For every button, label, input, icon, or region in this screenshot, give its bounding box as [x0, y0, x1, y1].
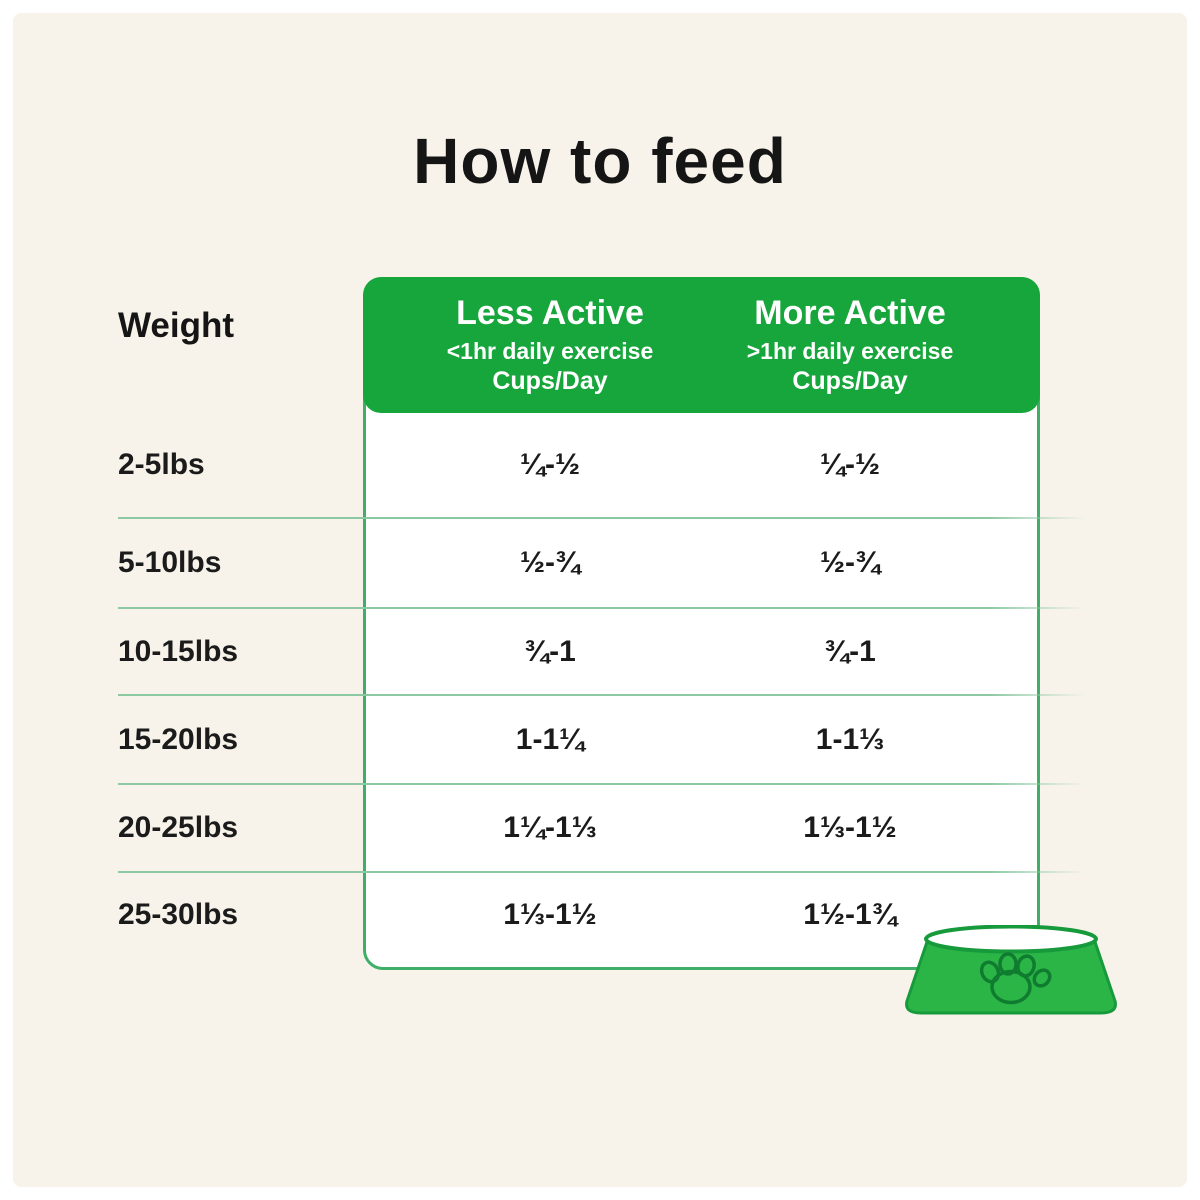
weight-cell: 5-10lbs — [118, 546, 222, 579]
paw-print-icon — [979, 952, 1052, 1005]
less-active-cell: ¾-1 — [524, 634, 576, 668]
weight-cell: 10-15lbs — [118, 634, 239, 668]
less-active-cell: 1⅓-1½ — [503, 898, 597, 931]
table-header-band: Less Active <1hr daily exercise Cups/Day… — [363, 277, 1040, 413]
column-header-more-active: More Active >1hr daily exercise Cups/Day — [700, 277, 1000, 413]
row-divider-line — [118, 517, 1085, 519]
weight-cell: 25-30lbs — [118, 898, 239, 931]
table-row: 2-5lbs ¼-½ ¼-½ — [0, 412, 1200, 518]
row-divider-line — [118, 694, 1085, 696]
more-active-cell: 1-1⅓ — [815, 722, 885, 756]
column-unit: Cups/Day — [492, 367, 608, 395]
row-divider-line — [118, 783, 1085, 785]
column-unit: Cups/Day — [792, 367, 908, 395]
table-row: 5-10lbs ½-¾ ½-¾ — [0, 518, 1200, 608]
column-header-less-active: Less Active <1hr daily exercise Cups/Day — [400, 277, 700, 413]
weight-cell: 20-25lbs — [118, 811, 239, 844]
table-row: 20-25lbs 1¼-1⅓ 1⅓-1½ — [0, 784, 1200, 872]
more-active-cell: ½-¾ — [819, 546, 881, 579]
more-active-cell: ¼-½ — [819, 448, 881, 481]
less-active-cell: ½-¾ — [519, 546, 581, 579]
dog-bowl-icon — [903, 924, 1119, 1020]
weight-cell: 2-5lbs — [118, 448, 205, 481]
weight-cell: 15-20lbs — [118, 722, 239, 756]
less-active-cell: 1-1¼ — [515, 722, 585, 756]
table-row: 25-30lbs 1⅓-1½ 1½-1¾ — [0, 872, 1200, 958]
weight-column-header: Weight — [118, 306, 235, 345]
column-title: More Active — [754, 294, 946, 332]
more-active-cell: 1½-1¾ — [803, 898, 897, 931]
column-subtitle: <1hr daily exercise — [446, 338, 654, 364]
column-title: Less Active — [456, 294, 644, 332]
row-divider-line — [118, 607, 1085, 609]
table-row: 15-20lbs 1-1¼ 1-1⅓ — [0, 695, 1200, 784]
column-subtitle: >1hr daily exercise — [746, 338, 954, 364]
more-active-cell: ¾-1 — [824, 634, 876, 668]
more-active-cell: 1⅓-1½ — [803, 811, 897, 844]
table-row: 10-15lbs ¾-1 ¾-1 — [0, 608, 1200, 695]
row-divider-line — [118, 871, 1085, 873]
less-active-cell: 1¼-1⅓ — [503, 811, 597, 844]
less-active-cell: ¼-½ — [519, 448, 581, 481]
page-title: How to feed — [413, 125, 787, 197]
